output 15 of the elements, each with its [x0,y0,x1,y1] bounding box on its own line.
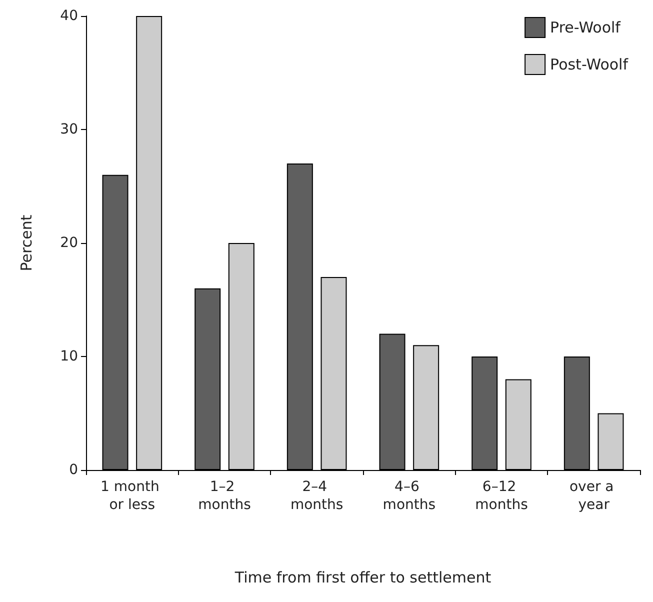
x-tick-label: 1–2 months [198,479,251,513]
x-tick-label: 6–12 months [475,479,528,513]
x-axis-title: Time from first offer to settlement [234,568,492,586]
x-tick-label: 1 month or less [100,479,164,513]
y-axis-title: Percent [18,214,36,272]
y-tick-label: 30 [60,122,78,138]
legend-label: Post-Woolf [550,56,629,74]
y-tick-label: 0 [69,462,78,478]
y-tick-label: 20 [60,235,78,251]
y-tick-label: 40 [60,8,78,24]
x-tick-label: 4–6 months [382,479,436,513]
x-tick-label: over a year [569,479,618,513]
y-tick-label: 10 [60,348,78,364]
x-tick-label: 2–4 months [290,479,344,513]
legend-label: Pre-Woolf [550,18,622,36]
